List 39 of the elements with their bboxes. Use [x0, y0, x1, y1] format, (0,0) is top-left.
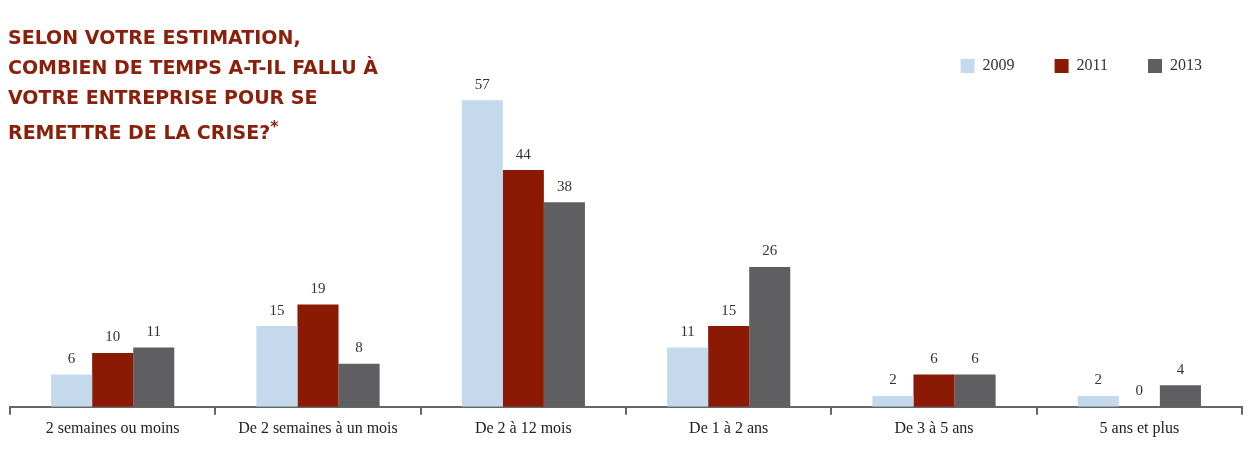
- data-label: 4: [1176, 360, 1185, 377]
- x-tick-label: De 3 à 5 ans: [894, 418, 974, 436]
- data-label: 0: [1135, 382, 1144, 399]
- bar: [1077, 396, 1119, 407]
- data-label: 8: [355, 339, 363, 356]
- x-tick-label: De 2 à 12 mois: [474, 418, 572, 436]
- bar: [256, 326, 298, 407]
- bar: [297, 304, 339, 407]
- data-label: 44: [515, 145, 532, 162]
- x-tick-label: 5 ans et plus: [1099, 418, 1180, 437]
- data-label: 6: [971, 349, 980, 366]
- bar: [461, 100, 503, 407]
- legend-label: 2009: [982, 56, 1015, 74]
- data-label: 10: [105, 328, 121, 345]
- data-label: 19: [310, 280, 326, 297]
- x-tick-label: De 2 semaines à un mois: [238, 418, 398, 436]
- data-label: 57: [474, 75, 491, 92]
- data-label: 26: [762, 242, 778, 259]
- data-label: 6: [930, 349, 939, 366]
- data-label: 6: [67, 349, 76, 366]
- bar: [872, 396, 914, 407]
- x-tick-label: De 1 à 2 ans: [689, 418, 769, 436]
- data-label: 2: [889, 371, 897, 388]
- data-label: 2: [1094, 371, 1103, 388]
- bar: [667, 347, 709, 407]
- data-label: 15: [269, 301, 285, 318]
- data-label: 11: [680, 323, 695, 340]
- data-label: 15: [721, 301, 737, 318]
- data-label: 11: [146, 323, 161, 340]
- bar: [913, 374, 955, 407]
- bar: [708, 326, 750, 407]
- data-label: 38: [556, 177, 572, 194]
- chart-title: SELON VOTRE ESTIMATION, COMBIEN DE TEMPS A-T-IL FALLU À VOTRE ENTREPRISE POUR SE REMETTRE DE LA CRISE?$^{*}$: [8, 25, 379, 146]
- legend-label: 2011: [1076, 56, 1108, 74]
- x-tick-label: 2 semaines ou moins: [45, 418, 180, 436]
- bar: [92, 353, 134, 407]
- bar: [51, 374, 93, 407]
- bar: [502, 170, 544, 407]
- legend-label: 2013: [1170, 56, 1202, 74]
